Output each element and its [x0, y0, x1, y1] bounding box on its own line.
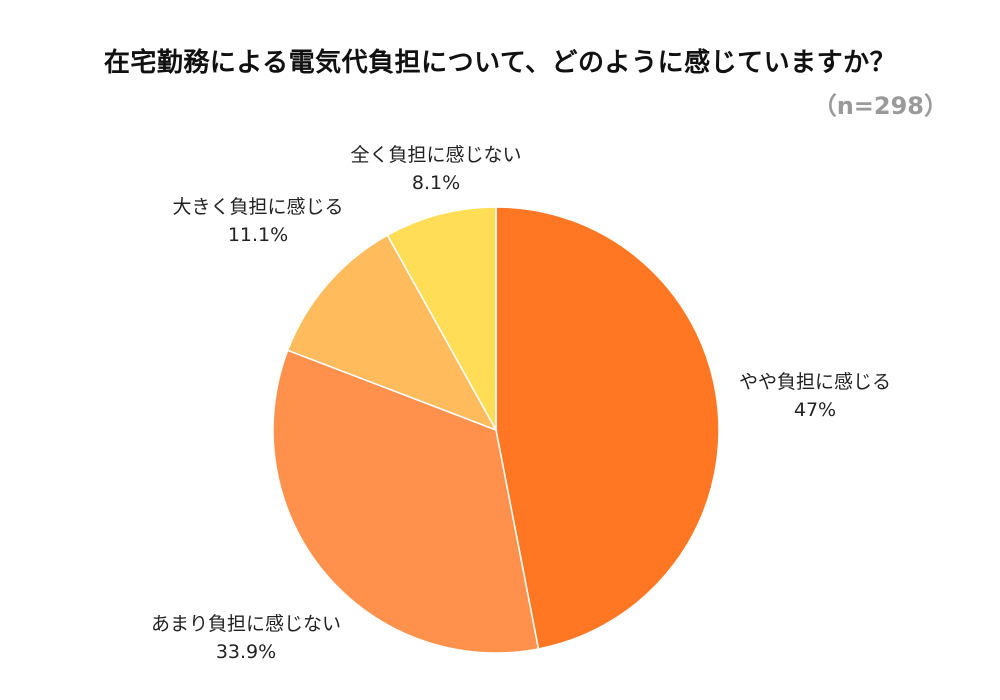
- slice-category-label: 大きく負担に感じる: [172, 196, 343, 218]
- slice-labels: やや負担に感じる 47% あまり負担に感じない 33.9% 大きく負担に感じる 11.1%…: [151, 144, 891, 663]
- sample-size-label: （n=298）: [812, 92, 948, 120]
- slice-value-label: 11.1%: [228, 224, 288, 246]
- slice-category-label: 全く負担に感じない: [350, 144, 521, 166]
- pie-slice: [286, 234, 498, 432]
- pie-slice: [386, 206, 497, 433]
- slice-value-label: 8.1%: [412, 172, 460, 194]
- slice-category-label: あまり負担に感じない: [151, 613, 341, 635]
- chart-title: 在宅勤務による電気代負担について、どのように感じていますか？: [103, 48, 897, 78]
- slice-category-label: やや負担に感じる: [739, 371, 891, 393]
- pie-slices: [272, 206, 720, 654]
- slice-value-label: 47%: [794, 399, 836, 421]
- pie-slice: [272, 349, 540, 654]
- slice-value-label: 33.9%: [216, 641, 276, 663]
- pie-slice: [495, 206, 720, 650]
